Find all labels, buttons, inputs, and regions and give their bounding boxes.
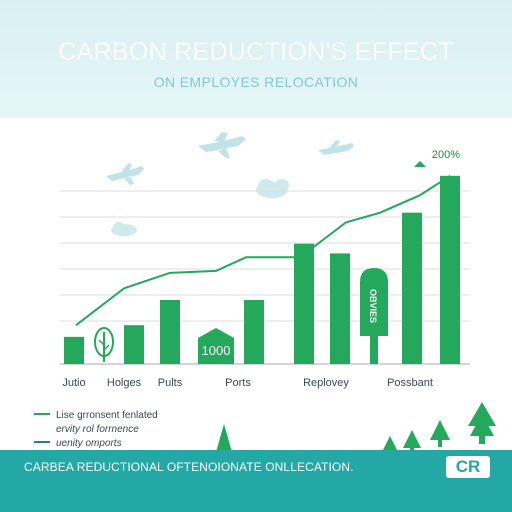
bar — [440, 175, 460, 364]
bar-group — [64, 175, 460, 364]
bar — [330, 253, 350, 364]
house-bar: 1000 — [198, 328, 234, 364]
category-label: Jutio — [62, 377, 85, 389]
signpost-text: OBVIES — [368, 289, 378, 323]
bar — [160, 299, 180, 364]
bar — [124, 325, 144, 364]
airplane-icon-left — [106, 163, 144, 185]
small-tree-icon — [216, 424, 232, 450]
signpost-icon: OBVIES — [360, 268, 388, 364]
house-value-label: 1000 — [202, 343, 231, 358]
legend-entry: uenity omports — [56, 438, 122, 449]
header-banner: CARBON REDUCTION'S EFFECT ON EMPLOYES RE… — [0, 0, 512, 118]
airplane-icon-small — [318, 140, 354, 155]
tree-icon — [94, 327, 114, 362]
pine-trees-icon — [383, 402, 496, 450]
airplane-icon — [198, 132, 246, 158]
category-label: Holges — [107, 377, 142, 389]
cloud-icon — [256, 179, 289, 198]
trend-line — [75, 174, 451, 326]
bar — [244, 299, 264, 364]
footer-banner: CARBEA REDUCTIONAL OFTENOIONATE ONLLECAT… — [0, 450, 512, 512]
legend-entry: ervity rol forrnence — [56, 424, 139, 435]
legend: Lise grronsent fenlated ervity rol forrn… — [34, 410, 158, 449]
bar — [294, 243, 314, 364]
bar — [64, 336, 84, 364]
brand-logo: CR — [446, 456, 490, 478]
category-label: Pults — [158, 377, 183, 389]
bar — [402, 212, 422, 364]
category-label: Possbant — [387, 377, 433, 389]
top-value-label: 200% — [432, 149, 460, 161]
category-label: Ports — [225, 377, 251, 389]
gridlines — [60, 190, 470, 322]
cloud-icon-small — [111, 222, 137, 236]
chart-area: 1000 200% OBVIES Jutio Holges Pults Port… — [34, 132, 496, 450]
footer-text: CARBEA REDUCTIONAL OFTENOIONATE ONLLECAT… — [24, 460, 354, 474]
chart-title: CARBON REDUCTION'S EFFECT — [58, 38, 454, 66]
top-marker-icon — [414, 161, 426, 167]
chart-subtitle: ON EMPLOYES RELOCATION — [153, 74, 359, 90]
category-label: Replovey — [303, 377, 349, 389]
legend-entry: Lise grronsent fenlated — [56, 410, 158, 421]
